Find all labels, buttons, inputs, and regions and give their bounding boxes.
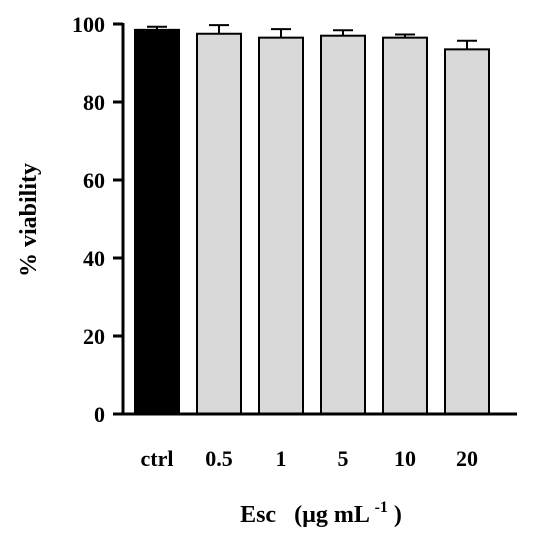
x-axis-title-main: Esc [240, 502, 276, 528]
x-tick-labels-group: ctrl 0.5 1 5 10 20 [141, 446, 478, 471]
x-axis-title: Esc (µg mL -1 ) [240, 492, 402, 528]
x-axis-title-close: ) [394, 502, 402, 528]
x-tick-label-5: 5 [338, 446, 349, 471]
y-tick-label: 60 [83, 168, 105, 193]
y-tick-label: 40 [83, 246, 105, 271]
y-tick-label: 100 [72, 12, 105, 37]
y-ticks-group: 0 20 40 60 80 100 [72, 12, 123, 427]
x-tick-label-10: 10 [394, 446, 416, 471]
x-axis-title-unit: (µg mL [294, 502, 369, 528]
x-tick-label-0.5: 0.5 [205, 446, 233, 471]
bar-5 [320, 34, 366, 415]
x-tick-label-20: 20 [456, 446, 478, 471]
bar-10 [382, 36, 428, 416]
bar-ctrl [134, 28, 180, 415]
x-tick-label-ctrl: ctrl [141, 446, 174, 471]
y-tick-label: 20 [83, 324, 105, 349]
y-tick-label: 80 [83, 90, 105, 115]
bar-20 [444, 48, 490, 415]
x-axis-title-superscript: -1 [375, 499, 388, 516]
bar-0.5 [196, 32, 242, 415]
x-tick-label-1: 1 [276, 446, 287, 471]
y-tick-label: 0 [94, 402, 105, 427]
axes-group [121, 23, 517, 416]
bars-group [134, 28, 490, 416]
bar-1 [258, 36, 304, 416]
error-bars-group [147, 24, 477, 50]
y-axis-title: % viability [16, 163, 42, 277]
